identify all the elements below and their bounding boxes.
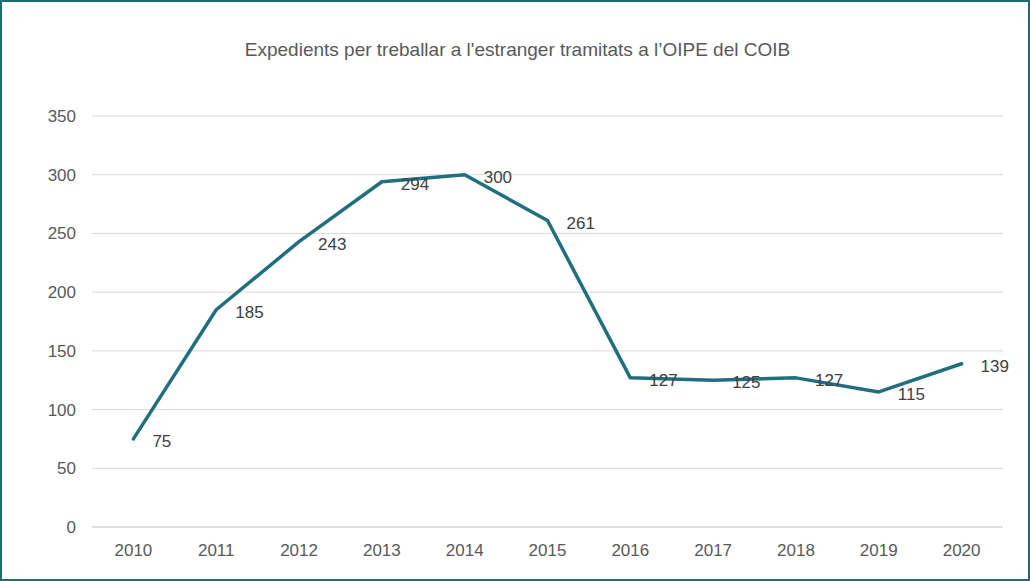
x-tick-label: 2013 xyxy=(363,541,401,560)
grid-line xyxy=(92,350,1003,351)
grid-line xyxy=(92,527,1003,528)
grid-line xyxy=(92,468,1003,469)
series-line xyxy=(133,175,961,439)
data-label: 115 xyxy=(898,385,925,404)
x-tick-label: 2014 xyxy=(446,541,484,560)
y-tick-label: 100 xyxy=(48,401,76,420)
y-tick-label: 350 xyxy=(48,107,76,126)
plot-area xyxy=(133,175,961,439)
y-tick-label: 250 xyxy=(48,224,76,243)
data-label: 261 xyxy=(567,214,595,233)
data-label: 243 xyxy=(318,235,346,254)
grid-line xyxy=(92,233,1003,234)
grid-line xyxy=(92,116,1003,117)
y-tick-label: 300 xyxy=(48,166,76,185)
x-tick-label: 2016 xyxy=(611,541,649,560)
data-label: 185 xyxy=(235,303,263,322)
data-label: 139 xyxy=(981,357,1009,376)
grid-line xyxy=(92,292,1003,293)
title: Expedients per treballar a l'estranger t… xyxy=(245,39,790,60)
data-label: 127 xyxy=(649,371,677,390)
y-tick-label: 200 xyxy=(48,283,76,302)
frame xyxy=(1,1,1029,580)
chart: Expedients per treballar a l'estranger t… xyxy=(0,0,1030,581)
data-label: 300 xyxy=(484,168,512,187)
x-tick-label: 2012 xyxy=(280,541,318,560)
data-label: 294 xyxy=(401,175,429,194)
y-tick-label: 150 xyxy=(48,342,76,361)
grid-line xyxy=(92,409,1003,410)
x-tick-label: 2018 xyxy=(777,541,815,560)
x-tick-label: 2011 xyxy=(198,541,235,560)
x-tick-label: 2015 xyxy=(529,541,567,560)
data-label: 75 xyxy=(152,432,171,451)
data-label: 125 xyxy=(732,373,760,392)
data-label: 127 xyxy=(815,371,843,390)
x-tick-label: 2020 xyxy=(943,541,981,560)
y-tick-label: 50 xyxy=(57,459,76,478)
y-tick-label: 0 xyxy=(67,518,76,537)
x-tick-label: 2019 xyxy=(860,541,898,560)
x-tick-label: 2017 xyxy=(694,541,732,560)
x-tick-label: 2010 xyxy=(114,541,152,560)
grid-line xyxy=(92,174,1003,175)
